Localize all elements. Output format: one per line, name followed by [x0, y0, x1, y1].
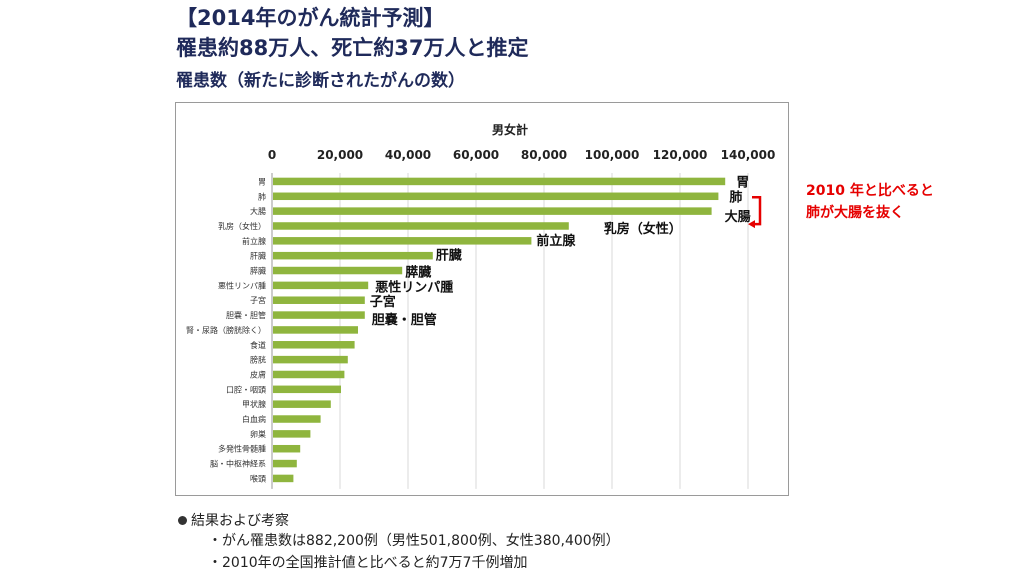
- data-label: 大腸: [725, 209, 751, 225]
- bar: [273, 266, 403, 275]
- y-tick-label: 肝臓: [250, 251, 266, 261]
- chart-frame: 男女計 0 20,000 40,000 60,000 80,000 100,000 120,0…: [175, 102, 789, 496]
- data-label: 子宮: [370, 294, 396, 310]
- bar: [273, 355, 348, 364]
- data-label: 悪性リンパ腫: [375, 279, 453, 295]
- bar: [273, 281, 369, 290]
- data-label: 前立腺: [536, 233, 576, 249]
- y-tick-label: 卵巣: [250, 429, 266, 439]
- bar: [273, 385, 341, 394]
- results-heading: 結果および考察: [191, 513, 289, 529]
- y-tick-label: 肺: [258, 192, 266, 201]
- item-mark: ・: [208, 555, 222, 571]
- y-tick-label: 悪性リンパ腫: [218, 280, 266, 290]
- arrowhead-icon: [748, 220, 755, 229]
- y-tick-label: 食道: [250, 340, 266, 350]
- data-label: 胆嚢・胆管: [372, 312, 437, 328]
- bar: [273, 311, 365, 319]
- results-item-1: ・がん罹患数は882,200例（男性501,800例、女性380,400例）: [178, 530, 620, 552]
- results-item-2: ・2010年の全国推計値と比べると約7万7千例増加: [178, 552, 620, 574]
- bar: [273, 415, 321, 423]
- results-item-text: がん罹患数は882,200例（男性501,800例、女性380,400例）: [222, 533, 620, 549]
- y-tick-label: 口腔・咽頭: [226, 384, 266, 394]
- bar-chart: 男女計 0 20,000 40,000 60,000 80,000 100,000 120,0…: [186, 122, 776, 489]
- bar: [273, 192, 719, 201]
- x-tick-label: 140,000: [721, 148, 776, 162]
- y-tick-label: 脳・中枢神経系: [210, 459, 266, 469]
- bar: [273, 444, 301, 453]
- x-tick-label: 20,000: [317, 148, 363, 162]
- bracket-arrow-icon: [752, 196, 762, 226]
- y-tick-label: 多発性骨髄腫: [218, 444, 266, 454]
- y-tick-label: 甲状腺: [242, 399, 266, 409]
- x-tick-label: 0: [268, 148, 276, 162]
- y-tick-label: 膀胱: [250, 355, 266, 365]
- page-subtitle: 罹患約88万人、死亡約37万人と推定: [176, 36, 529, 60]
- results-section: 結果および考察 ・がん罹患数は882,200例（男性501,800例、女性380…: [178, 510, 620, 574]
- results-item-text: 2010年の全国推計値と比べると約7万7千例増加: [222, 555, 528, 571]
- bar: [273, 177, 726, 186]
- data-label: 乳房（女性）: [604, 221, 682, 237]
- bar: [273, 326, 358, 334]
- x-tick-label: 120,000: [653, 148, 708, 162]
- data-label: 肺: [729, 189, 742, 205]
- bar: [273, 207, 712, 215]
- bar: [273, 430, 311, 438]
- annotation-line-2: 肺が大腸を抜く: [806, 205, 904, 221]
- y-tick-label: 腎・尿路（膀胱除く）: [186, 325, 266, 335]
- item-mark: ・: [208, 533, 222, 549]
- x-tick-label: 40,000: [385, 148, 431, 162]
- data-label: 肝臓: [436, 248, 462, 264]
- bar: [273, 370, 345, 379]
- y-tick-label: 喉頭: [250, 473, 266, 483]
- y-tick-label: 白血病: [242, 414, 266, 424]
- x-tick-label: 60,000: [453, 148, 499, 162]
- bar: [273, 222, 569, 230]
- bar: [273, 459, 297, 468]
- x-tick-label: 80,000: [521, 148, 567, 162]
- y-tick-label: 前立腺: [242, 236, 266, 246]
- bar: [273, 296, 365, 304]
- bar: [273, 237, 532, 245]
- bullet-icon: [178, 515, 187, 525]
- data-label: 胃: [736, 175, 749, 190]
- bar: [273, 341, 355, 349]
- y-tick-label: 大腸: [250, 206, 266, 216]
- y-tick-label: 皮膚: [250, 369, 266, 379]
- annotation-line-1: 2010 年と比べると: [806, 183, 934, 199]
- chart-title: 男女計: [492, 122, 528, 137]
- results-heading-row: 結果および考察: [178, 510, 620, 530]
- chart-heading: 罹患数（新たに診断されたがんの数）: [176, 71, 465, 91]
- annotation: 2010 年と比べると 肺が大腸を抜く: [806, 180, 934, 224]
- y-tick-label: 胃: [258, 177, 266, 186]
- data-label: 膵臓: [405, 265, 431, 281]
- y-tick-label: 胆嚢・胆管: [226, 310, 266, 320]
- y-tick-label: 乳房（女性）: [218, 221, 266, 231]
- page-title: 【2014年のがん統計予測】: [176, 6, 445, 30]
- bar: [273, 251, 433, 260]
- y-tick-label: 子宮: [250, 295, 266, 305]
- bar: [273, 474, 294, 483]
- bar: [273, 400, 331, 408]
- y-tick-label: 膵臓: [250, 266, 266, 276]
- x-tick-label: 100,000: [585, 148, 640, 162]
